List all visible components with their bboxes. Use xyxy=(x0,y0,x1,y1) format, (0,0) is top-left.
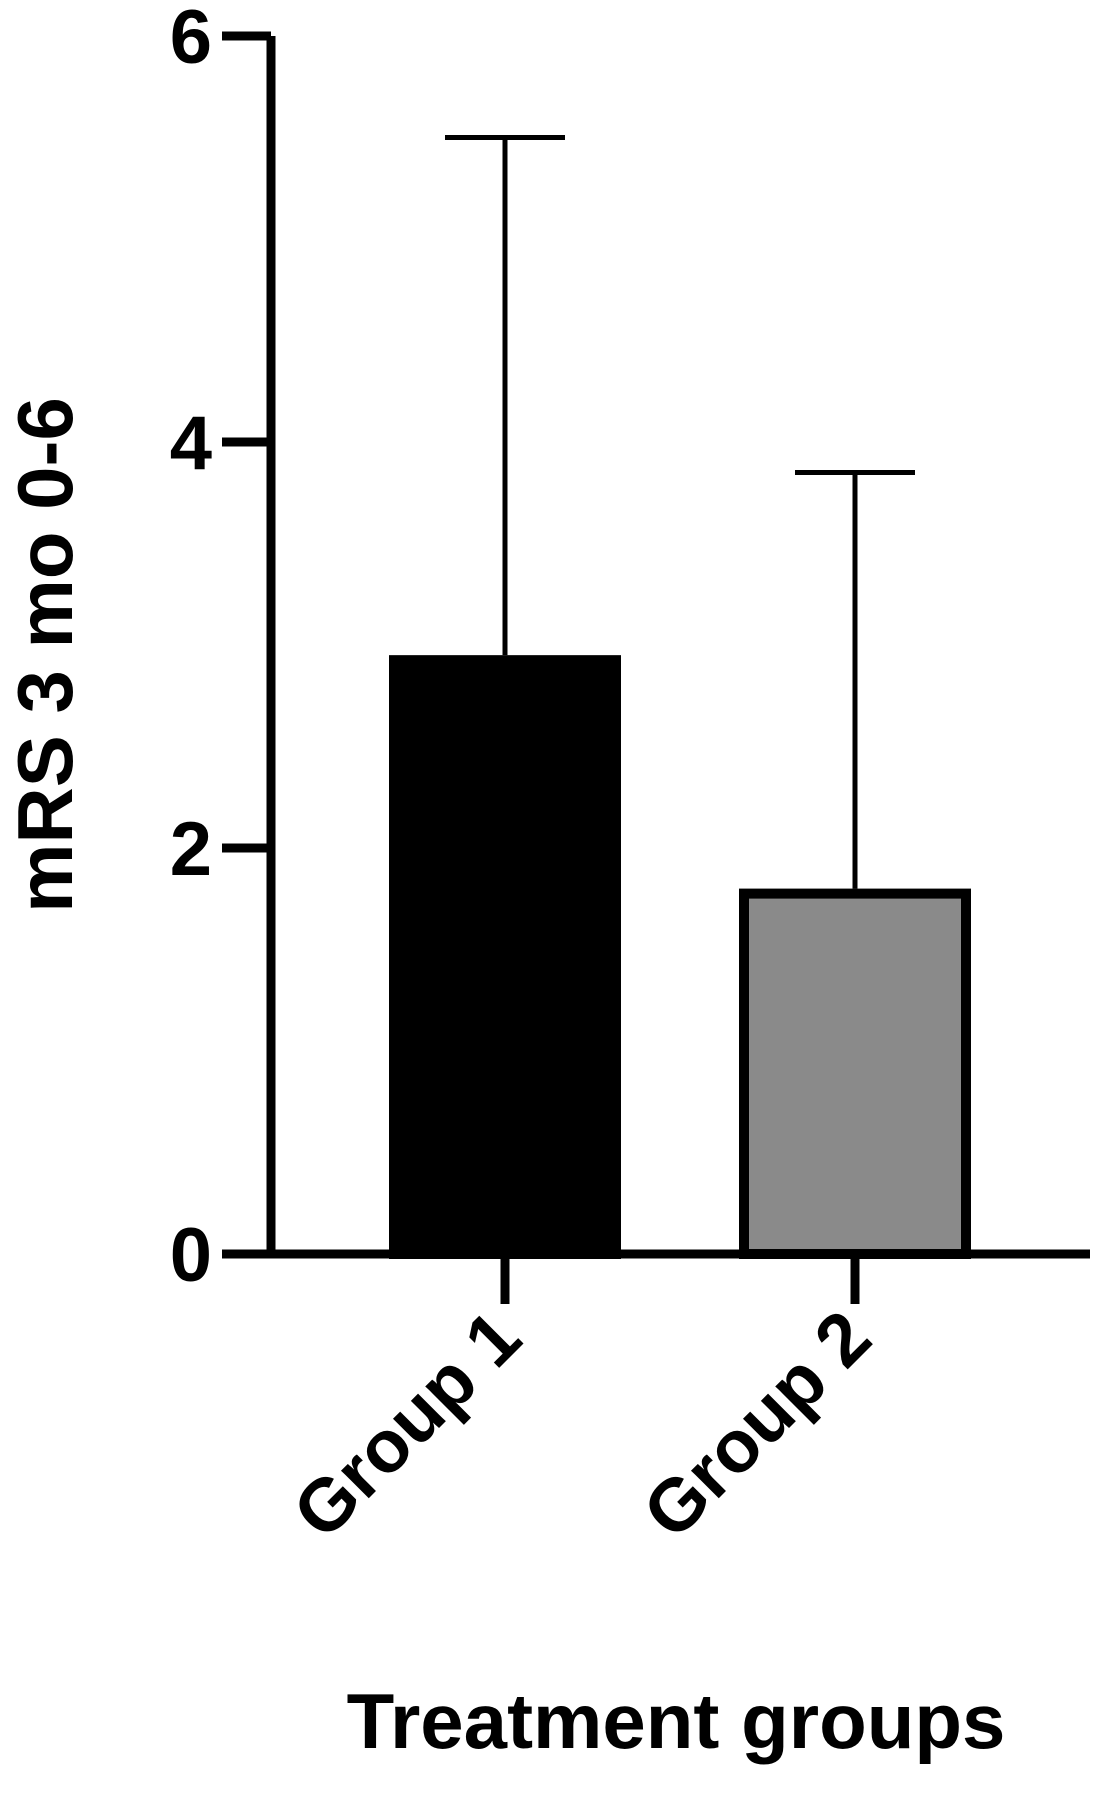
x-axis-title: Treatment groups xyxy=(347,1677,1006,1765)
x-ticks-layer: Group 1 Group 2 xyxy=(277,1254,886,1554)
y-tick-label: 2 xyxy=(170,807,212,892)
axes-layer xyxy=(222,36,1090,1259)
y-tick-label: 4 xyxy=(170,401,212,486)
x-category-label: Group 1 xyxy=(277,1295,536,1554)
bars-layer xyxy=(389,655,971,1259)
y-axis-title: mRS 3 mo 0-6 xyxy=(1,397,89,913)
error-bars-layer xyxy=(445,135,915,889)
bar-2 xyxy=(739,888,971,1259)
x-category-label: Group 2 xyxy=(627,1295,886,1554)
y-ticks-layer: 0 2 4 6 xyxy=(170,0,271,1298)
bar-1 xyxy=(389,655,621,1259)
y-tick-label: 6 xyxy=(170,0,212,80)
y-tick-label: 0 xyxy=(170,1213,212,1298)
